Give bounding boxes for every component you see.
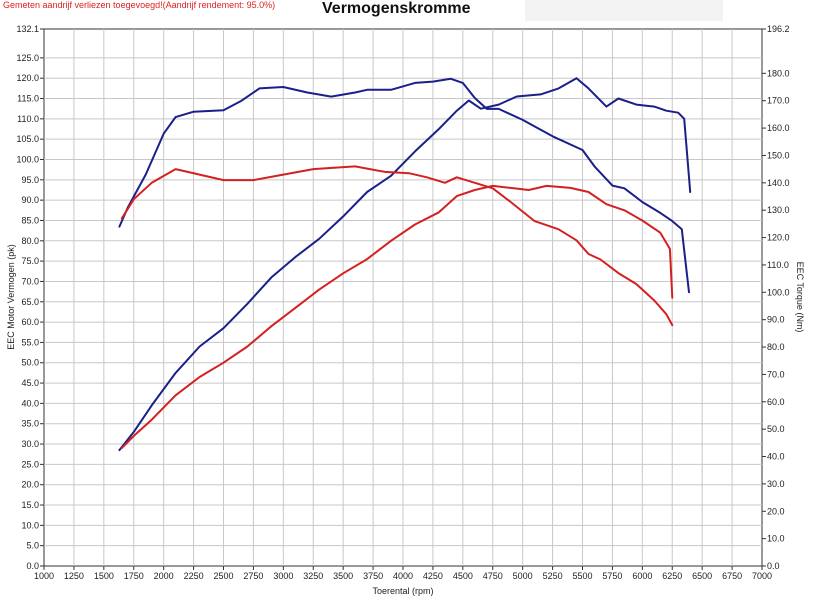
grid-lines (44, 29, 762, 566)
left-axis-label: EEC Motor Vermogen (pk) (6, 244, 16, 350)
right-tick-label: 50.0 (767, 424, 785, 434)
right-tick-label: 120.0 (767, 233, 790, 243)
x-tick-label: 5500 (572, 571, 592, 581)
right-tick-label: 30.0 (767, 479, 785, 489)
x-tick-label: 3000 (273, 571, 293, 581)
x-tick-label: 4000 (393, 571, 413, 581)
left-tick-label: 60.0 (21, 317, 39, 327)
x-tick-label: 1000 (34, 571, 54, 581)
right-tick-label: 20.0 (767, 506, 785, 516)
left-tick-label: 40.0 (21, 398, 39, 408)
left-tick-label: 105.0 (16, 134, 39, 144)
left-tick-label: 70.0 (21, 276, 39, 286)
x-tick-label: 4750 (483, 571, 503, 581)
right-tick-label: 110.0 (767, 260, 789, 270)
left-tick-label: 110.0 (17, 114, 39, 124)
right-tick-label: 40.0 (767, 452, 785, 462)
left-tick-label: 20.0 (21, 480, 39, 490)
x-tick-label: 7000 (752, 571, 772, 581)
right-tick-label: 130.0 (767, 205, 790, 215)
right-axis-ticks: 0.0 10.0 20.0 30.0 40.0 50.0 60.0 70.0 80.0 90.0 1… (762, 24, 790, 571)
left-tick-label: 45.0 (21, 378, 39, 388)
x-tick-label: 2250 (184, 571, 204, 581)
left-tick-label: 15.0 (21, 500, 39, 510)
left-tick-label: 10.0 (21, 520, 39, 530)
left-tick-label: 35.0 (21, 419, 39, 429)
left-tick-label: 80.0 (21, 236, 39, 246)
left-tick-label: 50.0 (21, 358, 39, 368)
right-tick-label: 60.0 (767, 397, 785, 407)
left-tick-label: 0.0 (26, 561, 39, 571)
right-tick-label: 180.0 (767, 68, 790, 78)
x-tick-label: 2500 (213, 571, 233, 581)
x-tick-label: 1750 (124, 571, 144, 581)
page-title: Vermogenskromme (322, 0, 471, 17)
left-tick-label: 132.1 (16, 24, 39, 34)
x-tick-label: 3750 (363, 571, 383, 581)
right-tick-label: 70.0 (767, 369, 785, 379)
left-tick-label: 100.0 (16, 154, 39, 164)
x-tick-label: 2750 (243, 571, 263, 581)
right-tick-label: 170.0 (767, 96, 790, 106)
left-tick-label: 75.0 (21, 256, 39, 266)
x-tick-label: 5750 (602, 571, 622, 581)
right-tick-label: 90.0 (767, 315, 785, 325)
right-tick-label: 196.2 (767, 24, 790, 34)
x-axis-ticks: 1000 1250 1500 1750 2000 2250 2500 2750 3000 3250… (34, 566, 772, 581)
right-axis-label: EEC Torque (Nm) (795, 262, 805, 333)
x-tick-label: 4250 (423, 571, 443, 581)
x-tick-label: 2000 (154, 571, 174, 581)
series-line-4 (120, 184, 674, 450)
left-tick-label: 120.0 (16, 73, 39, 83)
x-axis-label: Toerental (rpm) (372, 586, 433, 596)
right-tick-label: 80.0 (767, 342, 785, 352)
left-tick-label: 90.0 (21, 195, 39, 205)
x-tick-label: 3250 (303, 571, 323, 581)
series-line-2 (118, 77, 692, 452)
header-blank-box (525, 0, 723, 21)
left-tick-label: 55.0 (21, 337, 39, 347)
x-tick-label: 1500 (94, 571, 114, 581)
x-tick-label: 5250 (543, 571, 563, 581)
x-tick-label: 6750 (722, 571, 742, 581)
right-tick-label: 140.0 (767, 178, 790, 188)
right-tick-label: 0.0 (767, 561, 780, 571)
x-tick-label: 6250 (662, 571, 682, 581)
x-tick-label: 6500 (692, 571, 712, 581)
left-tick-label: 30.0 (21, 439, 39, 449)
right-tick-label: 100.0 (767, 287, 790, 297)
right-tick-label: 160.0 (767, 123, 790, 133)
series-line-1 (118, 77, 690, 294)
left-tick-label: 115.0 (17, 94, 39, 104)
x-tick-label: 5000 (513, 571, 533, 581)
left-tick-label: 125.0 (16, 53, 39, 63)
x-tick-label: 4500 (453, 571, 473, 581)
left-tick-label: 5.0 (26, 541, 39, 551)
series-line-3 (120, 165, 674, 327)
left-tick-label: 95.0 (21, 175, 39, 185)
x-tick-label: 6000 (632, 571, 652, 581)
right-tick-label: 150.0 (767, 150, 790, 160)
left-tick-label: 85.0 (21, 215, 39, 225)
left-axis-ticks: 0.0 5.0 10.0 15.0 20.0 25.0 30.0 35.0 40.0 45.0 50… (16, 24, 44, 571)
left-tick-label: 65.0 (21, 297, 39, 307)
x-tick-label: 3500 (333, 571, 353, 581)
right-tick-label: 10.0 (767, 534, 785, 544)
x-tick-label: 1250 (64, 571, 84, 581)
left-tick-label: 25.0 (21, 459, 39, 469)
series-lines (118, 77, 692, 452)
drivetrain-loss-note: Gemeten aandrijf verliezen toegevoegd!(A… (3, 0, 276, 10)
